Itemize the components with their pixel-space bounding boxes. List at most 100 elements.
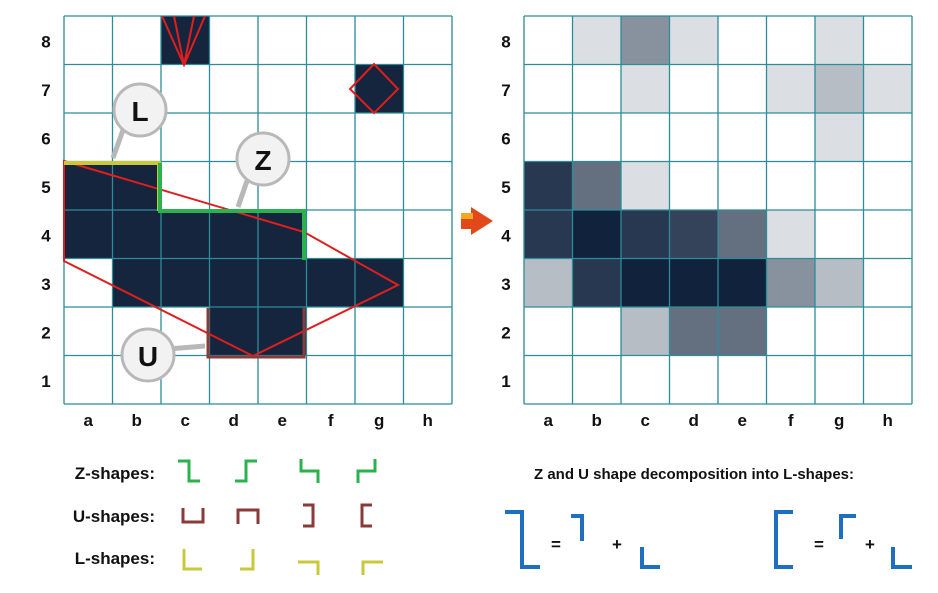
z-shape-glyph [235,459,257,483]
filled-cell-e2 [258,307,307,356]
z-shape-glyph [356,459,377,483]
filled-cell-e4 [258,210,307,259]
z-callout-label: Z [254,145,271,176]
filled-cell-b3 [112,258,161,307]
shaded-cell-b3 [572,258,621,307]
col-label-a: a [84,411,94,430]
col-label-b: b [592,411,602,430]
right-board: 8 7 6 5 4 3 2 1 a b c d e f g h [501,15,913,430]
l-callout: L [110,82,168,159]
shaded-cell-g8 [815,16,864,65]
filled-cell-f3 [306,258,355,307]
z-callout: Z [235,131,291,208]
decomposition-panel: Z and U shape decomposition into L-shape… [505,466,912,569]
row-label-7: 7 [41,81,50,100]
u-shape-highlight [206,308,306,359]
col-label-g: g [374,411,384,430]
shaded-cell-c4 [621,210,670,259]
row-label-6: 6 [41,129,50,148]
row-label-7: 7 [501,81,510,100]
c8-contour-line [173,15,185,66]
col-label-g: g [834,411,844,430]
shaded-cell-f7 [766,64,815,113]
shaded-cell-h7 [863,64,912,113]
row-label-6: 6 [501,129,510,148]
right-row-labels: 8 7 6 5 4 3 2 1 [501,32,511,391]
filled-cell-b4 [112,210,161,259]
shaded-cell-b8 [572,16,621,65]
left-board: L Z U 8 7 6 5 4 3 2 1 a b c d e f g h [41,15,453,430]
shaded-cell-g6 [815,113,864,162]
row-label-3: 3 [501,275,510,294]
col-label-b: b [132,411,142,430]
z-shape-glyph [299,459,320,483]
filled-cell-b5 [112,161,161,210]
u-shape-glyphs [181,503,372,528]
filled-cell-a5 [64,161,113,210]
row-label-5: 5 [41,178,50,197]
right-grid-lines [523,15,913,405]
row-label-4: 4 [41,226,51,245]
shaded-cell-a5 [524,161,573,210]
l-shape-glyph [240,549,255,571]
shaded-cell-b5 [572,161,621,210]
shaded-cell-g7 [815,64,864,113]
left-filled-cells [64,16,404,356]
plus-sign-1: + [612,535,622,554]
l-shapes-label: L-shapes: [75,549,155,568]
shaded-cell-c2 [621,307,670,356]
filled-cell-d3 [209,258,258,307]
shaded-cell-f3 [766,258,815,307]
u-shapes-label: U-shapes: [73,507,155,526]
shaded-cell-e2 [718,307,767,356]
row-label-8: 8 [41,32,50,51]
l-decomp-glyph-1 [571,514,584,541]
z-shape-glyph [178,459,200,483]
filled-cell-g7 [355,64,404,113]
z-shape-glyphs [178,459,377,483]
col-label-c: c [181,411,190,430]
col-label-d: d [689,411,699,430]
row-label-4: 4 [501,226,511,245]
row-label-1: 1 [501,372,510,391]
shaded-cell-e3 [718,258,767,307]
shaded-cell-g3 [815,258,864,307]
u-shape-glyph [236,508,260,524]
shaded-cell-d2 [669,307,718,356]
filled-cell-d4 [209,210,258,259]
u-shape-glyph [360,503,372,528]
row-label-8: 8 [501,32,510,51]
filled-cell-c3 [161,258,210,307]
l-shape-glyph [298,560,320,575]
shaded-cell-d8 [669,16,718,65]
l-shape-glyphs [182,549,383,575]
col-label-h: h [423,411,433,430]
shaded-cell-e4 [718,210,767,259]
shaded-cell-f4 [766,210,815,259]
u-shape-glyph [303,503,315,528]
c8-contour-line [183,15,195,66]
filled-cell-c4 [161,210,210,259]
col-label-e: e [738,411,747,430]
equals-sign-2: = [814,535,824,554]
equals-sign-1: = [551,535,561,554]
u-shape-glyph [181,508,205,524]
filled-cell-e3 [258,258,307,307]
col-label-a: a [544,411,554,430]
l-callout-label: L [131,96,148,127]
l-shape-glyph [361,560,383,575]
col-label-f: f [328,411,334,430]
l-decomp-glyph-4 [891,547,912,569]
shaded-cell-c7 [621,64,670,113]
row-label-1: 1 [41,372,50,391]
shape-legend: Z-shapes: U-shapes: L-shapes: [73,459,383,575]
shaded-cell-d3 [669,258,718,307]
z-decomp-glyph [505,510,540,569]
shaded-cell-a4 [524,210,573,259]
shaded-cell-a3 [524,258,573,307]
plus-sign-2: + [865,535,875,554]
right-col-labels: a b c d e f g h [544,411,893,430]
object-contour [63,159,401,358]
l-decomp-glyph-2 [640,547,660,569]
decomposition-glyphs [505,510,912,569]
